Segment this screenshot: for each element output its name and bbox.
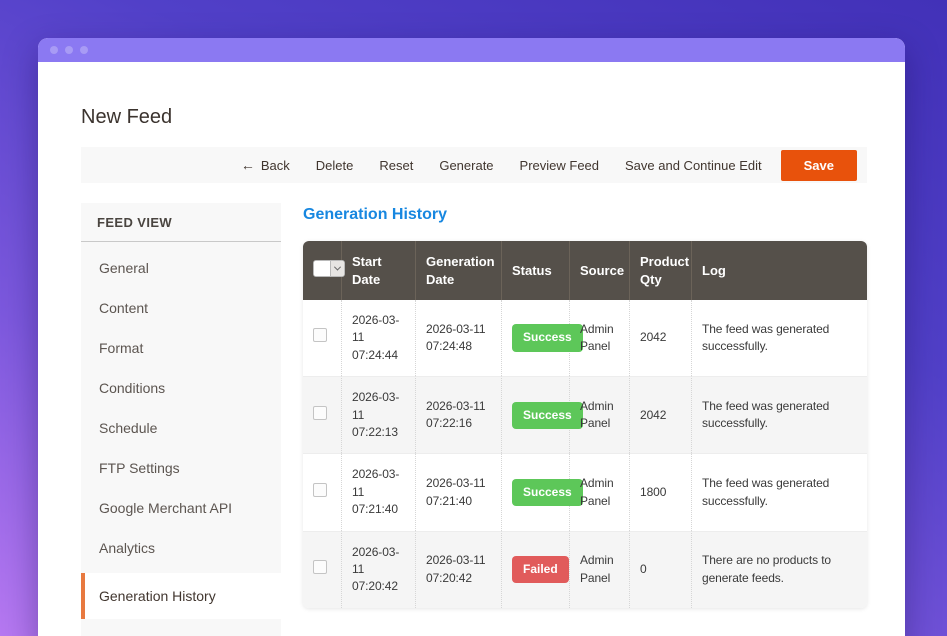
delete-button[interactable]: Delete <box>303 147 367 183</box>
table-header-row: Start Date Generation Date Status Source… <box>303 241 867 301</box>
status-badge: Success <box>512 401 583 430</box>
app-window: New Feed ← Back Delete Reset Generate Pr… <box>38 38 905 636</box>
select-all-checkbox[interactable] <box>314 261 330 277</box>
checkbox-cell <box>303 453 341 531</box>
column-header-source: Source <box>569 241 629 301</box>
generation-date-cell: 2026-03-11 07:21:40 <box>415 453 501 531</box>
sidebar-item-content[interactable]: Content <box>81 288 281 328</box>
section-title: Generation History <box>303 206 448 223</box>
log-cell: The feed was generated successfully. <box>691 453 867 531</box>
product-qty-cell: 2042 <box>629 376 691 454</box>
table-row: 2026-03-11 07:24:44 2026-03-11 07:24:48 … <box>303 300 867 377</box>
checkbox-cell <box>303 300 341 377</box>
status-cell: Success <box>501 453 583 531</box>
status-badge: Success <box>512 324 583 352</box>
column-header-start-date: Start Date <box>341 241 415 301</box>
chevron-down-icon <box>333 263 342 271</box>
column-header-log: Log <box>691 241 867 301</box>
table-row: 2026-03-11 07:20:42 2026-03-11 07:20:42 … <box>303 530 867 608</box>
select-all-header-cell <box>303 241 345 301</box>
action-toolbar: ← Back Delete Reset Generate Preview Fee… <box>81 147 867 183</box>
start-date-cell: 2026-03-11 07:20:42 <box>341 530 415 608</box>
checkbox-cell <box>303 530 341 608</box>
sidebar-item-generation-history[interactable]: Generation History <box>81 573 281 619</box>
status-cell: Failed <box>501 530 569 608</box>
generate-button[interactable]: Generate <box>426 147 506 183</box>
source-cell: Admin Panel <box>569 453 629 531</box>
window-dot-icon <box>50 46 58 54</box>
product-qty-cell: 0 <box>629 530 691 608</box>
back-button-label: Back <box>260 157 290 173</box>
table-row: 2026-03-11 07:21:40 2026-03-11 07:21:40 … <box>303 453 867 531</box>
log-cell: The feed was generated successfully. <box>691 376 867 454</box>
sidebar-header: FEED VIEW <box>81 203 281 242</box>
sidebar-item-ftp-settings[interactable]: FTP Settings <box>81 448 281 488</box>
back-arrow-icon: ← <box>240 157 255 173</box>
window-dot-icon <box>65 46 73 54</box>
sidebar-item-analytics[interactable]: Analytics <box>81 528 281 568</box>
feed-view-sidebar: FEED VIEW General Content Format Conditi… <box>81 203 281 636</box>
save-button[interactable]: Save <box>780 149 857 181</box>
select-all-dropdown[interactable] <box>313 260 345 278</box>
sidebar-item-conditions[interactable]: Conditions <box>81 368 281 408</box>
start-date-cell: 2026-03-11 07:24:44 <box>341 300 415 377</box>
sidebar-item-general[interactable]: General <box>81 248 281 288</box>
sidebar-item-format[interactable]: Format <box>81 328 281 368</box>
sidebar-item-google-merchant-api[interactable]: Google Merchant API <box>81 488 281 528</box>
page-title: New Feed <box>81 106 173 128</box>
generation-date-cell: 2026-03-11 07:22:16 <box>415 376 501 454</box>
start-date-cell: 2026-03-11 07:21:40 <box>341 453 415 531</box>
row-checkbox[interactable] <box>313 328 327 343</box>
sidebar-list: General Content Format Conditions Schedu… <box>81 242 281 636</box>
generation-history-table: Start Date Generation Date Status Source… <box>303 241 867 608</box>
reset-button[interactable]: Reset <box>366 147 426 183</box>
sidebar-next-item-partial[interactable] <box>81 624 281 636</box>
row-checkbox[interactable] <box>313 482 327 497</box>
checkbox-cell <box>303 376 341 454</box>
row-checkbox[interactable] <box>313 560 327 574</box>
select-all-chevron[interactable] <box>330 261 344 277</box>
status-badge: Success <box>512 478 583 507</box>
product-qty-cell: 1800 <box>629 453 691 531</box>
preview-feed-button[interactable]: Preview Feed <box>507 147 612 183</box>
window-titlebar <box>38 38 905 62</box>
start-date-cell: 2026-03-11 07:22:13 <box>341 376 415 454</box>
status-badge: Failed <box>512 556 569 584</box>
log-cell: The feed was generated successfully. <box>691 300 867 377</box>
status-cell: Success <box>501 300 583 377</box>
sidebar-item-schedule[interactable]: Schedule <box>81 408 281 448</box>
log-cell: There are no products to generate feeds. <box>691 530 867 608</box>
save-and-continue-button[interactable]: Save and Continue Edit <box>612 147 775 183</box>
column-header-generation-date: Generation Date <box>415 241 501 301</box>
row-checkbox[interactable] <box>313 405 327 420</box>
status-cell: Success <box>501 376 583 454</box>
back-button[interactable]: ← Back <box>228 147 303 183</box>
source-cell: Admin Panel <box>569 530 629 608</box>
column-header-product-qty: Product Qty <box>629 241 691 301</box>
product-qty-cell: 2042 <box>629 300 691 377</box>
generation-date-cell: 2026-03-11 07:20:42 <box>415 530 501 608</box>
generation-date-cell: 2026-03-11 07:24:48 <box>415 300 501 377</box>
window-dot-icon <box>80 46 88 54</box>
table-row: 2026-03-11 07:22:13 2026-03-11 07:22:16 … <box>303 376 867 454</box>
column-header-status: Status <box>501 241 569 301</box>
